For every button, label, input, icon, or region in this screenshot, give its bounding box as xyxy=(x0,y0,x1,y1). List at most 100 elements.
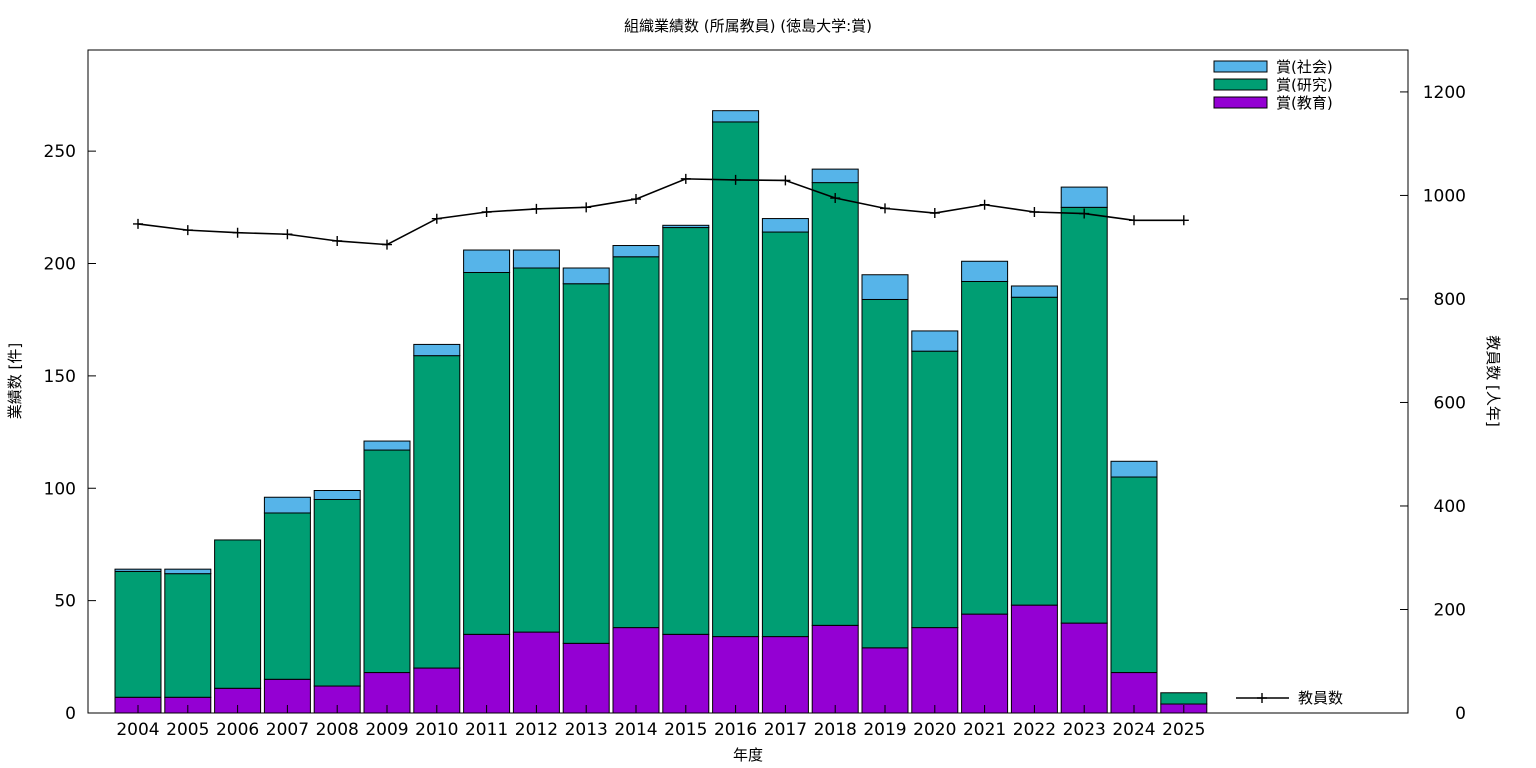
y2-tick-label: 200 xyxy=(1434,600,1466,620)
line-point xyxy=(1178,215,1189,226)
line-series-group xyxy=(133,173,1189,250)
legend-label: 賞(社会) xyxy=(1276,58,1333,76)
y-axis-right: 0 200 400 600 800 1000 1200 xyxy=(1400,83,1466,724)
bar-segment xyxy=(164,573,212,698)
x-tick-label: 2009 xyxy=(365,720,408,740)
line-point xyxy=(332,235,343,246)
line-point xyxy=(680,173,691,184)
y-tick-label: 100 xyxy=(44,479,76,499)
legend-label: 賞(教育) xyxy=(1276,94,1333,112)
bar-segment xyxy=(1010,604,1058,714)
bar-segment xyxy=(562,267,610,285)
x-tick-label: 2016 xyxy=(714,720,757,740)
legend-swatch xyxy=(1213,60,1268,73)
x-tick-label: 2012 xyxy=(515,720,558,740)
bar-segment xyxy=(712,636,760,714)
x-tick-label: 2013 xyxy=(565,720,608,740)
bar-segment xyxy=(811,624,859,714)
line-point xyxy=(531,203,542,214)
line-point xyxy=(730,174,741,185)
x-tick-label: 2014 xyxy=(614,720,657,740)
y2-axis-label: 教員数 [人年] xyxy=(1484,335,1502,426)
bar-segment xyxy=(911,350,959,629)
bar-segment xyxy=(313,490,361,500)
y2-tick-label: 1000 xyxy=(1423,186,1466,206)
line-point xyxy=(880,203,890,214)
x-tick-label: 2008 xyxy=(316,720,359,740)
x-tick-label: 2015 xyxy=(664,720,707,740)
line-point xyxy=(780,175,791,186)
x-tick-label: 2005 xyxy=(166,720,209,740)
x-tick-label: 2017 xyxy=(764,720,807,740)
y2-tick-label: 1200 xyxy=(1423,83,1466,103)
x-tick-label: 2006 xyxy=(216,720,259,740)
bar-segment xyxy=(1010,296,1058,606)
bar-segment xyxy=(1060,206,1108,624)
x-tick-label: 2025 xyxy=(1162,720,1205,740)
line-point xyxy=(133,218,143,229)
x-tick-label: 2021 xyxy=(963,720,1006,740)
line-point xyxy=(382,239,392,250)
bar-segment xyxy=(263,496,311,514)
bar-segment xyxy=(214,539,262,689)
bar-segment xyxy=(512,249,560,269)
bar-segment xyxy=(612,627,660,714)
line-point xyxy=(481,206,492,217)
line-point xyxy=(1079,208,1090,219)
bar-segment xyxy=(114,568,162,572)
x-tick-label: 2020 xyxy=(913,720,956,740)
bar-segment xyxy=(413,355,461,669)
legend-label: 賞(研究) xyxy=(1276,76,1333,94)
bar-segment xyxy=(662,633,710,714)
bar-segment xyxy=(712,121,760,638)
y2-tick-label: 0 xyxy=(1455,704,1466,724)
bar-segment xyxy=(463,633,511,714)
bar-segment xyxy=(861,647,909,714)
line-series xyxy=(137,178,1184,246)
bar-segment xyxy=(512,631,560,714)
bar-segment xyxy=(761,218,809,233)
bar-segment xyxy=(761,231,809,638)
y-tick-label: 0 xyxy=(65,704,76,724)
y-tick-label: 150 xyxy=(44,367,76,387)
line-legend-label: 教員数 xyxy=(1298,689,1343,707)
x-axis: 2004 2005 2006 2007 2008 2009 2010 2011 2012 2013… xyxy=(116,705,1205,740)
y-tick-label: 200 xyxy=(44,255,76,275)
x-tick-label: 2007 xyxy=(266,720,309,740)
line-point xyxy=(631,194,641,205)
line-point xyxy=(581,202,592,213)
bar-segment xyxy=(363,449,411,674)
legend-swatch xyxy=(1213,96,1268,109)
line-point xyxy=(182,225,193,236)
y2-tick-label: 600 xyxy=(1434,393,1466,413)
bar-segment xyxy=(562,642,610,714)
y2-tick-label: 400 xyxy=(1434,497,1466,517)
bar-segment xyxy=(512,267,560,633)
bar-segment xyxy=(1060,186,1108,208)
x-tick-label: 2019 xyxy=(863,720,906,740)
bar-segment xyxy=(861,274,909,300)
bar-segment xyxy=(662,227,710,635)
bar-segment xyxy=(313,498,361,687)
line-legend-marker xyxy=(1257,693,1267,703)
y-tick-label: 50 xyxy=(54,592,76,612)
line-point xyxy=(929,208,940,219)
y-axis-label: 業績数 [件] xyxy=(6,343,24,419)
bar-segment xyxy=(811,182,859,626)
bar-segment xyxy=(263,512,311,680)
bar-segment xyxy=(612,256,660,629)
bar-segment xyxy=(712,110,760,123)
x-tick-label: 2010 xyxy=(415,720,458,740)
chart-title: 組織業績数 (所属教員) (徳島大学:賞) xyxy=(624,17,872,35)
bar-segment xyxy=(463,271,511,635)
bar-segment xyxy=(662,224,710,229)
legend-swatch xyxy=(1213,78,1268,91)
plot-frame xyxy=(87,49,1409,714)
line-point xyxy=(1129,215,1139,226)
bar-segment xyxy=(413,343,461,357)
line-point xyxy=(830,193,841,204)
bar-segment xyxy=(164,568,212,575)
bar-segment xyxy=(961,613,1009,714)
bar-segment xyxy=(1110,476,1158,674)
